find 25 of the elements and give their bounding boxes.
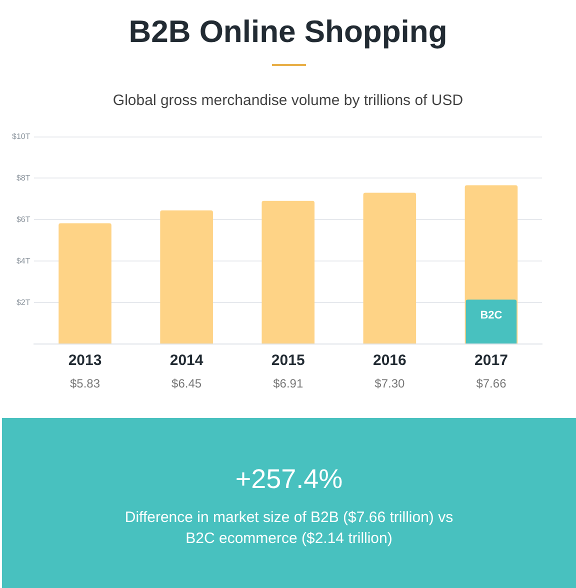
bar [58, 223, 112, 344]
bar [160, 210, 213, 344]
x-tick-label: 2017 [474, 352, 508, 370]
x-tick-label: 2015 [271, 352, 305, 370]
text: +257.4% [234, 464, 344, 495]
bar [262, 200, 315, 344]
text: Difference in market size of B2B ($7.66 trillion) vs B2C ecommerce ($2.14 trillion) [124, 508, 454, 549]
x-tick-label: 2014 [170, 352, 204, 370]
y-tick-label: $10T [12, 132, 30, 142]
y-tick-label: $8T [16, 173, 30, 182]
bar [466, 300, 517, 344]
x-tick-label: 2013 [68, 352, 102, 370]
data-label: $5.83 [70, 376, 100, 390]
series-label: B2C [480, 310, 502, 322]
y-tick-label: $6T [16, 214, 30, 224]
data-label: $6.91 [273, 376, 304, 390]
chart-subtitle: Global gross merchandise volume by trillions of USD [112, 92, 464, 109]
data-label: $7.30 [374, 376, 406, 390]
data-label: $7.66 [476, 376, 507, 390]
data-label: $6.45 [172, 376, 202, 390]
y-tick-label: $2T [16, 298, 30, 307]
bar [363, 192, 416, 344]
x-tick-label: 2016 [372, 352, 406, 370]
chart-title: B2B Online Shopping [128, 14, 448, 50]
y-tick-label: $4T [16, 256, 30, 266]
